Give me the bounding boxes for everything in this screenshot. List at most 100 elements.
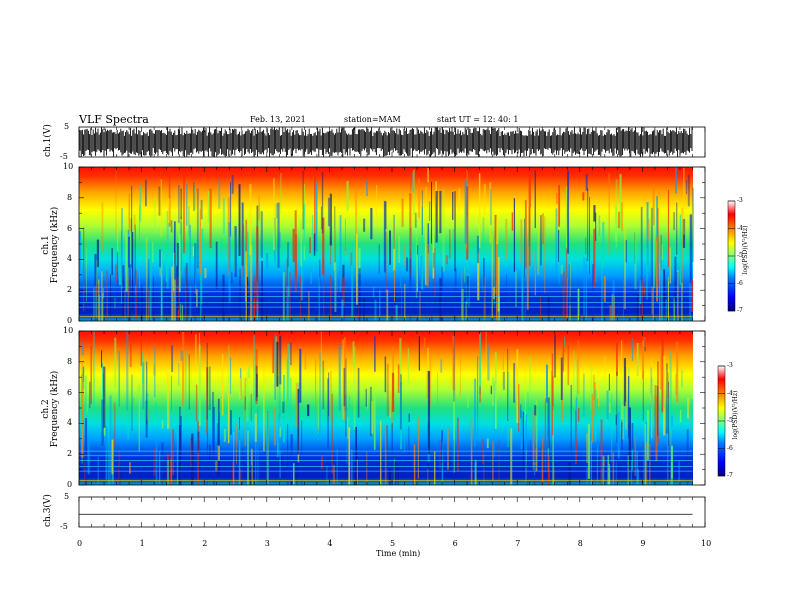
spectrogram-streak: [227, 385, 230, 444]
spectrogram-streak: [582, 192, 585, 201]
spectrogram-streak: [658, 263, 661, 321]
spectrogram-streak: [525, 288, 527, 321]
spectrogram-streak: [327, 378, 329, 449]
spectrogram-streak: [350, 252, 353, 266]
spectrogram-streak: [118, 350, 121, 407]
spectrogram-streak: [634, 227, 637, 290]
spectrogram-streak: [412, 171, 415, 193]
spectrogram-streak: [161, 251, 163, 316]
spectrogram-streak: [345, 358, 347, 437]
spectrogram-streak: [209, 188, 212, 249]
spectrogram-streak: [687, 174, 690, 207]
spectrogram-streak: [441, 266, 444, 321]
spectrogram-streak: [679, 409, 682, 423]
spectrogram-streak: [524, 297, 527, 321]
spectrogram-streak: [160, 263, 163, 321]
spectrogram-streak: [139, 185, 142, 222]
spectrogram-streak: [586, 467, 588, 485]
spectrogram-streak: [616, 371, 618, 443]
spectrogram-ytick-label: 6: [67, 223, 73, 233]
spectrogram-streak: [310, 271, 312, 285]
spectrogram-streak: [357, 367, 360, 418]
spectrogram-streak: [115, 169, 117, 238]
spectrogram-streak: [690, 403, 692, 432]
spectrogram-streak: [623, 358, 627, 407]
spectrogram-streak: [256, 226, 259, 312]
spectrogram-streak: [327, 197, 330, 227]
spectrogram-streak: [204, 268, 207, 278]
spectrogram-streak: [239, 417, 240, 441]
spectrogram-streak: [82, 366, 85, 390]
spectrogram-streak: [485, 331, 487, 361]
spectrogram-streak: [420, 255, 423, 280]
spectrogram-streak: [458, 188, 461, 211]
spectrogram-streak: [320, 331, 322, 375]
spectrogram-streak: [524, 218, 525, 279]
spectrogram-streak: [464, 179, 467, 244]
spectrogram-streak: [380, 420, 382, 485]
spectrogram-streak: [406, 257, 409, 272]
spectrogram-streak: [414, 212, 417, 228]
spectrogram-streak: [661, 338, 664, 413]
spectrogram-streak: [212, 391, 214, 461]
spectrogram-streak: [130, 238, 132, 264]
spectrogram-streak: [529, 170, 531, 207]
spectrogram-streak: [408, 413, 410, 423]
spectrogram-streak: [575, 397, 577, 439]
spectrogram-streak: [602, 222, 605, 268]
spectrogram-streak: [641, 278, 643, 321]
spectrogram-streak: [200, 304, 203, 321]
spectrogram-streak: [180, 416, 182, 485]
ch2-spectrogram-ylabel: ch.2 Frequency (kHz): [41, 354, 61, 464]
spectrogram-streak: [353, 289, 356, 309]
spectrogram-streak: [615, 414, 617, 425]
spectrogram-streak: [320, 206, 323, 230]
start-time-label: start UT = 12: 40: 1: [437, 115, 519, 124]
spectrogram-streak: [217, 423, 219, 446]
spectrogram-streak: [460, 271, 463, 318]
spectrogram-streak: [421, 206, 423, 290]
x-axis-label: Time (min): [376, 549, 421, 558]
spectrogram-streak: [287, 343, 290, 415]
spectrogram-streak: [565, 247, 568, 321]
spectrogram-streak: [227, 290, 230, 321]
spectrogram-streak: [197, 431, 200, 453]
spectrogram-streak: [667, 189, 670, 267]
spectrogram-streak: [111, 439, 114, 475]
spectrogram-streak: [206, 433, 208, 485]
spectrogram-streak: [442, 189, 445, 272]
spectrogram-streak: [222, 197, 225, 234]
spectrogram-streak: [454, 191, 456, 272]
spectrogram-streak: [400, 382, 402, 450]
spectrogram-streak: [567, 170, 570, 254]
spectrogram-streak: [314, 173, 316, 251]
spectrogram-streak: [148, 408, 150, 425]
spectrogram-streak: [301, 420, 303, 485]
spectrogram-streak: [207, 191, 210, 224]
spectrogram-streak: [452, 191, 454, 220]
spectrogram-streak: [208, 366, 211, 411]
spectrogram-streak: [279, 427, 282, 438]
spectrogram-streak: [230, 357, 232, 394]
spectrogram-streak: [348, 395, 350, 410]
ch2-spectrogram-panel: [78, 330, 706, 486]
spectrogram-streak: [602, 455, 605, 485]
spectrogram-streak: [679, 214, 682, 285]
spectrogram-streak: [505, 273, 507, 321]
spectrogram-streak: [218, 398, 221, 413]
spectrogram-streak: [276, 341, 279, 387]
spectrogram-streak: [675, 373, 677, 396]
spectrogram-streak: [372, 286, 375, 298]
spectrogram-streak: [253, 335, 256, 411]
spectrogram-streak: [153, 447, 156, 477]
spectrogram-streak: [666, 363, 668, 434]
spectrogram-streak: [330, 370, 332, 422]
spectrogram-streak: [250, 394, 252, 421]
spectrogram-streak: [328, 372, 330, 417]
x-tick-label: 9: [640, 539, 646, 548]
spectrogram-streak: [502, 371, 505, 390]
spectrogram-streak: [543, 391, 545, 403]
spectrogram-streak: [680, 282, 683, 321]
spectrogram-streak: [409, 258, 412, 321]
spectrogram-streak: [641, 340, 645, 380]
